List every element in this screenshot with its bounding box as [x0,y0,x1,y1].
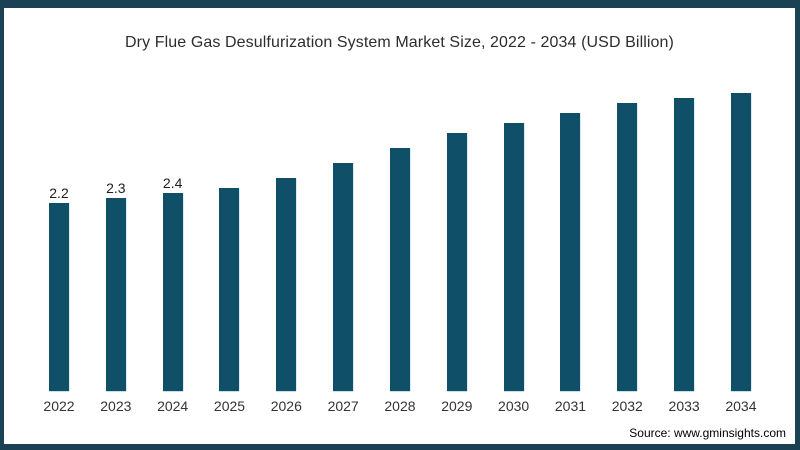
bar-2029 [446,133,467,391]
chart-title: Dry Flue Gas Desulfurization System Mark… [125,34,674,51]
x-axis-label-2030: 2030 [498,398,530,414]
x-axis: 2022 2023 2024 2025 2026 2027 2028 2029 2030 2031… [36,398,764,414]
x-axis-label-2032: 2032 [611,398,643,414]
x-axis-label-2033: 2033 [668,398,700,414]
bar-2022 [49,203,69,391]
bar-value-label: 2.2 [49,185,69,201]
x-axis-label-2023: 2023 [100,398,132,414]
bar-column-2034 [718,91,764,391]
x-axis-label-2024: 2024 [157,398,189,414]
bar-column-2032 [604,91,650,391]
x-axis-label-2027: 2027 [327,398,359,414]
bar-column-2023: 2.3 [93,91,139,391]
bar-2027 [333,163,354,391]
bar-column-2029 [434,91,480,391]
bar-column-2028 [377,91,423,391]
bar-column-2025 [206,91,252,391]
bar-2032 [617,103,638,391]
bar-2033 [674,98,695,391]
x-axis-label-2034: 2034 [725,398,757,414]
bar-2026 [276,178,297,391]
bar-2034 [730,93,751,391]
bar-2030 [503,123,524,391]
bar-2025 [219,188,240,391]
bar-2031 [560,113,581,391]
bar-2028 [389,148,410,391]
bar-column-2024: 2.4 [150,91,196,391]
bar-column-2031 [547,91,593,391]
source-text: Source: www.gminsights.com [629,426,786,440]
bar-2023 [105,198,126,391]
bar-column-2027 [320,91,366,391]
bar-2024 [162,193,183,391]
x-axis-label-2029: 2029 [441,398,473,414]
bar-value-label: 2.4 [162,175,183,191]
x-axis-label-2031: 2031 [554,398,587,414]
bar-column-2030 [491,91,537,391]
bar-column-2033 [661,91,707,391]
bar-column-2022: 2.2 [36,91,82,391]
x-axis-label-2026: 2026 [270,398,302,414]
plot-area: 2.2 2.3 2.4 [36,91,764,391]
x-axis-label-2025: 2025 [213,398,246,414]
bar-value-label: 2.3 [106,180,126,196]
x-axis-label-2028: 2028 [384,398,416,414]
x-axis-label-2022: 2022 [43,398,75,414]
bar-column-2026 [263,91,309,391]
